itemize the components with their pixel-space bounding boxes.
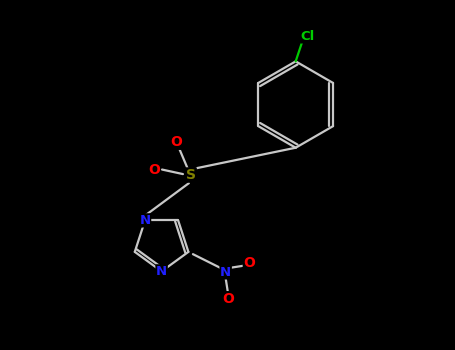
Text: O: O [171,135,182,149]
Text: Cl: Cl [301,30,315,43]
Text: O: O [222,292,234,306]
Text: N: N [140,214,151,227]
Text: S: S [186,168,196,182]
Text: N: N [156,265,167,278]
Text: N: N [220,266,231,279]
Text: O: O [148,163,160,177]
Text: O: O [243,256,255,270]
